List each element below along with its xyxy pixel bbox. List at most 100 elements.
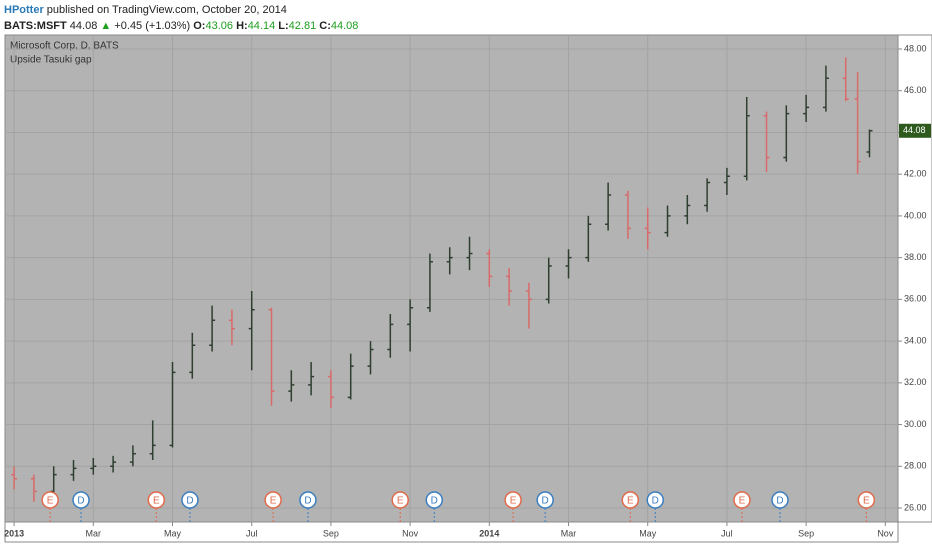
low: 42.81 (288, 20, 317, 32)
x-tick-label: Mar (86, 528, 102, 538)
ohlc-bar (70, 460, 77, 481)
event-label: D (431, 496, 438, 507)
o-label: O: (193, 20, 206, 32)
event-marker (147, 491, 166, 509)
y-tick-label: 28.00 (904, 461, 927, 471)
h-label: H: (236, 20, 248, 32)
author[interactable]: HPotter (4, 4, 44, 16)
x-tick-label: Mar (561, 528, 577, 538)
x-tick-label: 2014 (479, 528, 499, 538)
x-tick-label: Jul (721, 528, 733, 538)
time-axis (4, 521, 899, 543)
ohlc-bar (209, 305, 216, 352)
event-marker (41, 491, 59, 509)
last-price-label: 44.08 (903, 125, 926, 135)
ohlc-bar (763, 111, 770, 173)
y-tick-label: 46.00 (904, 85, 927, 95)
x-tick-label: Sep (323, 528, 339, 538)
y-tick-label: 48.00 (904, 43, 927, 53)
ohlc-bar (565, 249, 572, 279)
ohlc-bar (288, 370, 295, 402)
event-marker (646, 491, 664, 509)
ohlc-bar (545, 257, 552, 304)
y-tick-label: 30.00 (904, 419, 927, 429)
event-label: E (739, 496, 746, 507)
x-tick-label: Nov (402, 528, 419, 538)
ohlc-bar (525, 282, 532, 329)
price-axis (897, 34, 932, 523)
ohlc-bar (327, 370, 334, 408)
event-label: E (153, 496, 160, 507)
high: 44.14 (247, 20, 276, 32)
ohlc-bar (129, 445, 136, 467)
ohlc-bar (90, 457, 97, 475)
event-label: E (47, 496, 54, 507)
event-marker (771, 491, 789, 509)
event-label: E (397, 496, 404, 507)
event-marker (425, 491, 444, 509)
event-marker (621, 491, 640, 509)
ohlc-bar (228, 309, 235, 346)
ohlc-bar (486, 249, 493, 287)
ohlc-bar (664, 205, 671, 237)
ohlc-bar (605, 182, 612, 231)
event-label: D (652, 496, 659, 507)
event-label: D (542, 496, 549, 507)
x-tick-label: Sep (798, 528, 814, 538)
symbol: BATS:MSFT (4, 20, 67, 32)
y-tick-label: 32.00 (904, 377, 927, 387)
indicator-name: Upside Tasuki gap (10, 55, 92, 66)
ohlc-bar (466, 236, 473, 271)
ohlc-bar (854, 71, 861, 175)
event-marker (504, 491, 522, 509)
ohlc-bar (268, 307, 275, 406)
event-label: D (186, 496, 193, 507)
y-tick-label: 42.00 (904, 169, 927, 179)
event-label: E (863, 496, 870, 507)
plot-background (4, 34, 899, 523)
ohlc-bar (842, 57, 849, 102)
event-label: E (627, 496, 634, 507)
ohlc-bar (624, 190, 631, 239)
ohlc-bar (743, 96, 750, 181)
ohlc-bar (684, 195, 691, 225)
ohlc-bar (347, 353, 354, 400)
publish-line: HPotter published on TradingView.com, Oc… (4, 2, 358, 18)
ohlc-bar (11, 466, 18, 490)
y-tick-label: 36.00 (904, 294, 927, 304)
arrow: ▲ (100, 20, 112, 32)
ohlc-bar (783, 105, 790, 162)
ohlc-bar (308, 361, 315, 396)
ohlc-bar (723, 167, 730, 196)
open: 43.06 (205, 20, 234, 32)
event-label: D (77, 496, 84, 507)
event-marker (264, 491, 282, 509)
price: 44.08 (69, 20, 98, 32)
ohlc-bar (446, 247, 453, 275)
ohlc-bar (367, 341, 374, 375)
ohlc-bar (110, 455, 117, 473)
ohlc-bar (585, 215, 592, 262)
x-tick-label: May (164, 528, 182, 538)
x-tick-label: Nov (877, 528, 894, 538)
event-marker (536, 491, 554, 509)
l-label: L: (278, 20, 289, 32)
ohlc-bar (189, 332, 196, 379)
chart-title: Microsoft Corp, D, BATS (10, 41, 119, 52)
ohlc-bar (387, 313, 394, 358)
change: +0.45 (+1.03%) (114, 20, 191, 32)
x-tick-label: Jul (246, 528, 258, 538)
y-tick-label: 40.00 (904, 210, 927, 220)
last-price-box (899, 123, 931, 138)
event-marker (299, 491, 317, 509)
ohlc-bar (169, 361, 176, 448)
close: 44.08 (330, 20, 359, 32)
ohlc-bar (866, 129, 873, 158)
y-tick-label: 26.00 (904, 502, 927, 512)
ohlc-bar (426, 253, 433, 312)
quote-line: BATS:MSFT 44.08 ▲ +0.45 (+1.03%) O:43.06… (4, 18, 358, 34)
ohlc-bar (30, 474, 37, 502)
ohlc-bar (149, 420, 156, 461)
